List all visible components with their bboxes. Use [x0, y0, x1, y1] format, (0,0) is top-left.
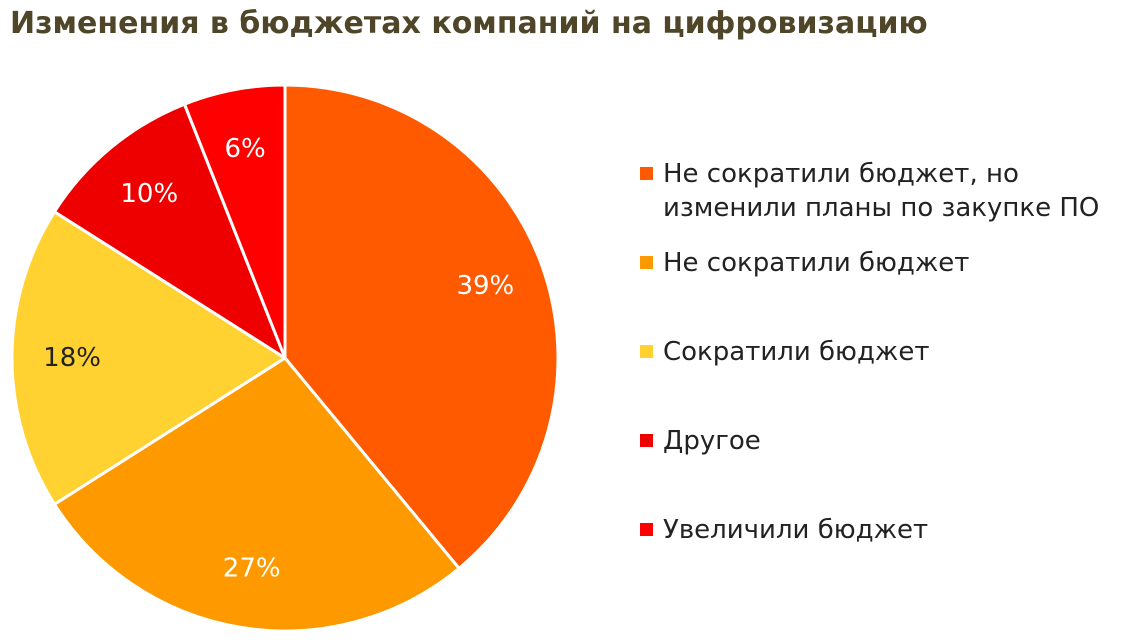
pie-slice-label-2: 27%	[223, 553, 281, 583]
legend-label: Другое	[663, 426, 761, 456]
legend-item-4: Другое	[640, 424, 1133, 458]
pie-slice-label-5: 6%	[224, 134, 265, 164]
pie-slice-4	[52, 102, 287, 360]
pie-slices	[10, 83, 560, 633]
legend-swatch	[640, 256, 653, 269]
chart-title: Изменения в бюджетах компаний на цифрови…	[10, 6, 928, 41]
legend-label: Увеличили бюджет	[663, 515, 929, 545]
legend-label: Не сократили бюджет	[663, 248, 970, 278]
pie-labels: 39% 27% 18% 10% 6%	[43, 134, 514, 583]
pie-chart: 39% 27% 18% 10% 6%	[10, 83, 560, 633]
legend-swatch	[640, 345, 653, 358]
legend-item-2: Не сократили бюджет	[640, 246, 1133, 280]
legend-item-1: Не сократили бюджет, но изменили планы п…	[640, 157, 1133, 225]
pie-slice-label-4: 10%	[120, 179, 178, 209]
pie-slice-1	[283, 83, 560, 570]
pie-slice-label-3: 18%	[43, 343, 101, 373]
legend-swatch	[640, 523, 653, 536]
pie-slice-3	[10, 210, 287, 506]
pie-slice-2	[52, 356, 461, 633]
legend-label: Сократили бюджет	[663, 337, 930, 367]
pie-slice-5	[183, 83, 287, 360]
legend-label: Не сократили бюджет, но изменили планы п…	[663, 159, 1100, 223]
pie-slice-label-1: 39%	[456, 271, 514, 301]
legend: Не сократили бюджет, но изменили планы п…	[640, 0, 1140, 644]
legend-swatch	[640, 167, 653, 180]
legend-swatch	[640, 434, 653, 447]
legend-item-5: Увеличили бюджет	[640, 513, 1133, 547]
legend-item-3: Сократили бюджет	[640, 335, 1133, 369]
